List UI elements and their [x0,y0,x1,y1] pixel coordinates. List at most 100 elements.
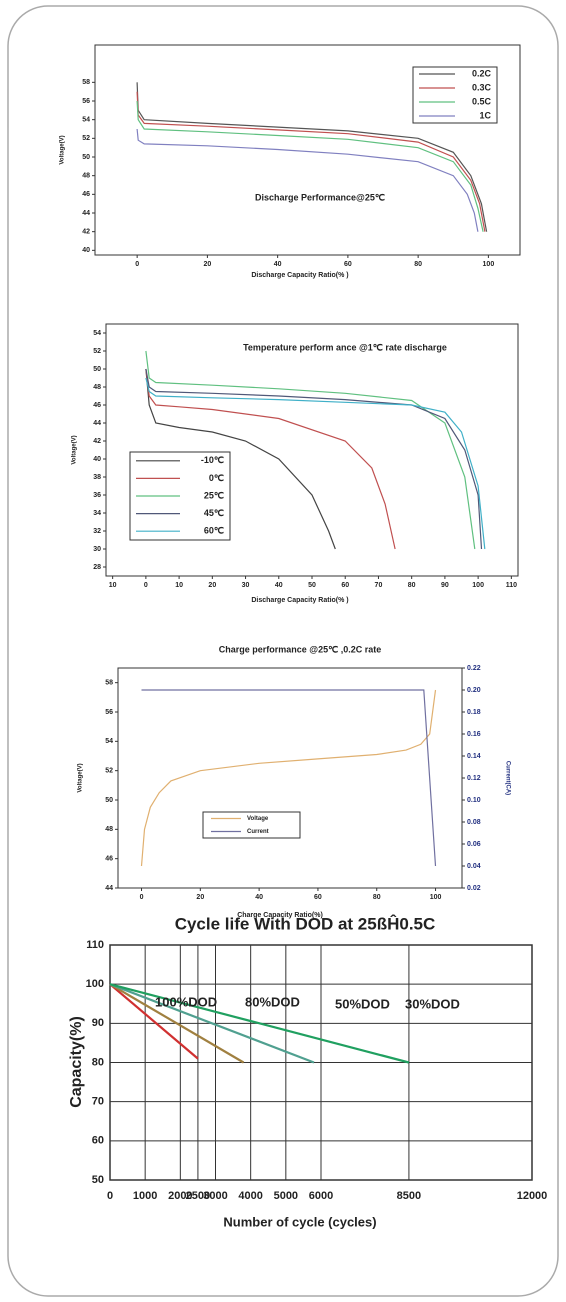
x-tick-label: 8500 [397,1190,421,1202]
y2-tick-label: 0.02 [467,885,481,892]
y-tick-label: 54 [93,330,101,337]
x-tick-label: 60 [344,261,352,268]
y-tick-label: 46 [82,191,90,198]
y-tick-label: 52 [93,348,101,355]
y-tick-label: 58 [82,79,90,86]
legend-label: 0.2C [472,68,492,78]
series-line [141,689,437,867]
y-tick-label: 38 [93,474,101,481]
x-tick-label: 20 [203,261,211,268]
y-tick-label: 90 [92,1017,104,1029]
y-tick-label: 40 [82,247,90,254]
x-tick-label: 100 [472,582,484,589]
series-label: 30%DOD [405,996,460,1011]
series-line [136,128,479,232]
x-tick-label: 100 [483,261,495,268]
y-tick-label: 50 [92,1174,104,1186]
x-tick-label: 80 [408,582,416,589]
y-tick-label: 30 [93,546,101,553]
x-tick-label: 110 [506,582,517,589]
x-tick-label: 20 [196,894,204,901]
legend-box [202,811,301,839]
y-tick-label: 60 [92,1135,104,1147]
y2-tick-label: 0.08 [467,819,481,826]
y-tick-label: 54 [105,738,113,745]
y-axis-label: Capacity(%) [68,1016,85,1108]
y2-tick-label: 0.18 [467,709,481,716]
x-tick-label: 2000 [168,1190,192,1202]
x-tick-label: 3000 [203,1190,227,1202]
y-tick-label: 46 [105,856,113,863]
series-line [145,350,476,550]
y2-tick-label: 0.20 [467,687,481,694]
x-tick-label: 40 [255,894,263,901]
x-tick-label: 80 [373,894,381,901]
series-label: 80%DOD [245,994,300,1009]
series-line [136,91,486,232]
y2-tick-label: 0.16 [467,731,481,738]
legend-label: 45℃ [204,508,224,518]
y2-tick-label: 0.14 [467,753,481,760]
legend-label: 0.5C [472,96,492,106]
x-tick-label: 0 [140,894,144,901]
x-tick-label: 10 [109,582,117,589]
y-axis-label: Voltage(V) [72,435,78,464]
y-tick-label: 52 [82,135,90,142]
x-tick-label: 60 [341,582,349,589]
series-line [145,368,336,550]
x-axis-label: Discharge Capacity Ratio(% ) [251,272,348,279]
series-line [109,983,245,1064]
y-tick-label: 48 [93,384,101,391]
legend-label: 1C [479,110,491,120]
y-tick-label: 50 [82,154,90,161]
card-border [7,5,559,1297]
legend-label: 0.3C [472,82,492,92]
y-tick-label: 50 [105,797,113,804]
legend-box [412,66,498,124]
series-line [145,368,483,550]
x-axis-label: Charge Capacity Ratio(%) [237,912,323,919]
chart-title: Cycle life With DOD at 25ßĤ0.5C [175,914,436,933]
x-tick-label: 0 [107,1190,113,1202]
x-tick-label: 0 [135,261,139,268]
y-axis-label: Voltage(V) [78,763,84,792]
legend-label: -10℃ [201,455,224,465]
x-tick-label: 80 [414,261,422,268]
x-tick-label: 90 [441,582,449,589]
y2-tick-label: 0.04 [467,863,481,870]
chart-title: Temperature perform ance @1℃ rate discha… [243,342,447,352]
y-tick-label: 34 [93,510,101,517]
x-tick-label: 50 [308,582,316,589]
plot-frame [94,44,521,256]
y-tick-label: 36 [93,492,101,499]
y-tick-label: 56 [105,709,113,716]
y-tick-label: 52 [105,768,113,775]
x-axis-label: Number of cycle (cycles) [223,1214,376,1229]
x-tick-label: 30 [242,582,250,589]
x-tick-label: 5000 [274,1190,298,1202]
y-tick-label: 44 [93,420,101,427]
y-tick-label: 42 [82,229,90,236]
series-line [109,983,199,1060]
x-tick-label: 100 [430,894,442,901]
y-tick-label: 44 [105,885,113,892]
y-tick-label: 70 [92,1096,104,1108]
y-tick-label: 32 [93,528,101,535]
series-line [109,983,410,1064]
chart-title: Discharge Performance@25℃ [255,192,385,202]
y2-tick-label: 0.10 [467,797,481,804]
y-tick-label: 46 [93,402,101,409]
y2-tick-label: 0.12 [467,775,481,782]
series-line [136,82,488,232]
y2-tick-label: 0.06 [467,841,481,848]
y-tick-label: 28 [93,564,101,571]
x-tick-label: 4000 [238,1190,262,1202]
y-tick-label: 56 [82,98,90,105]
x-tick-label: 70 [375,582,383,589]
series-line [145,377,486,550]
y-tick-label: 100 [86,978,104,990]
plot-frame [117,667,463,889]
series-label: 100%DOD [155,994,217,1009]
